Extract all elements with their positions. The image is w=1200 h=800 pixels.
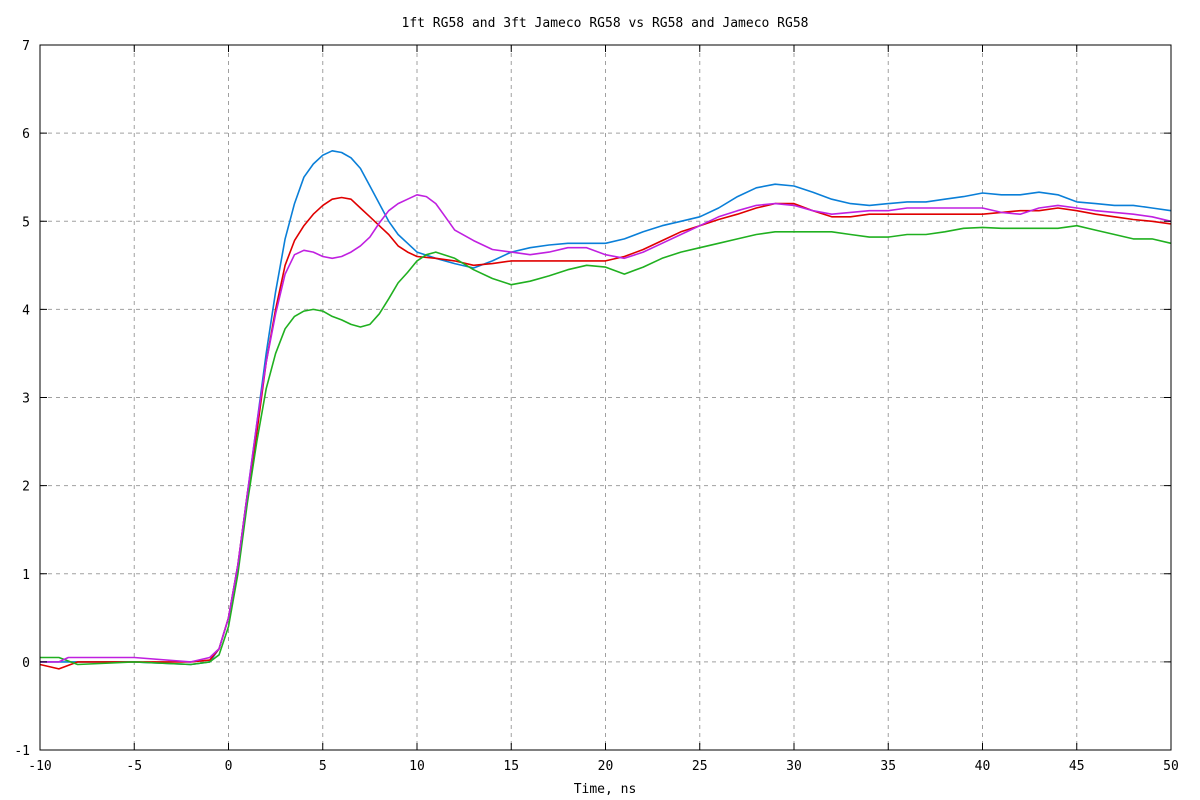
y-tick-label: 6 (22, 127, 30, 142)
series-layer (39, 150, 1172, 670)
y-tick-label: 3 (22, 392, 30, 407)
x-tick-label: -10 (28, 759, 51, 774)
x-tick-label: 20 (598, 759, 614, 774)
grid-lines (40, 45, 1171, 750)
x-tick-label: 50 (1163, 759, 1179, 774)
x-tick-label: 30 (786, 759, 802, 774)
y-tick-label: 0 (22, 656, 30, 671)
series-line-3 (40, 224, 1172, 666)
x-tick-label: 0 (225, 759, 233, 774)
y-tick-label: 1 (22, 568, 30, 583)
x-tick-label: -5 (126, 759, 142, 774)
x-tick-labels: -10 -5 0 5 10 15 20 25 30 35 40 45 50 (28, 759, 1179, 774)
x-tick-label: 10 (409, 759, 425, 774)
axis-ticks (39, 44, 1172, 751)
series-line-1 (40, 150, 1172, 666)
y-tick-labels: -1 0 1 2 3 4 5 6 7 (14, 39, 30, 759)
x-tick-label: 45 (1069, 759, 1085, 774)
y-tick-label: 7 (22, 39, 30, 54)
x-axis-label: Time, ns (574, 782, 637, 797)
y-tick-label: 5 (22, 215, 30, 230)
y-tick-label: 4 (22, 303, 30, 318)
x-tick-label: 35 (880, 759, 896, 774)
x-tick-label: 5 (319, 759, 327, 774)
chart-title: 1ft RG58 and 3ft Jameco RG58 vs RG58 and… (402, 16, 809, 31)
x-tick-label: 25 (692, 759, 708, 774)
x-tick-label: 15 (503, 759, 519, 774)
series-line-4 (40, 194, 1172, 663)
y-tick-label: 2 (22, 480, 30, 495)
x-tick-label: 40 (975, 759, 991, 774)
y-tick-label: -1 (14, 744, 30, 759)
